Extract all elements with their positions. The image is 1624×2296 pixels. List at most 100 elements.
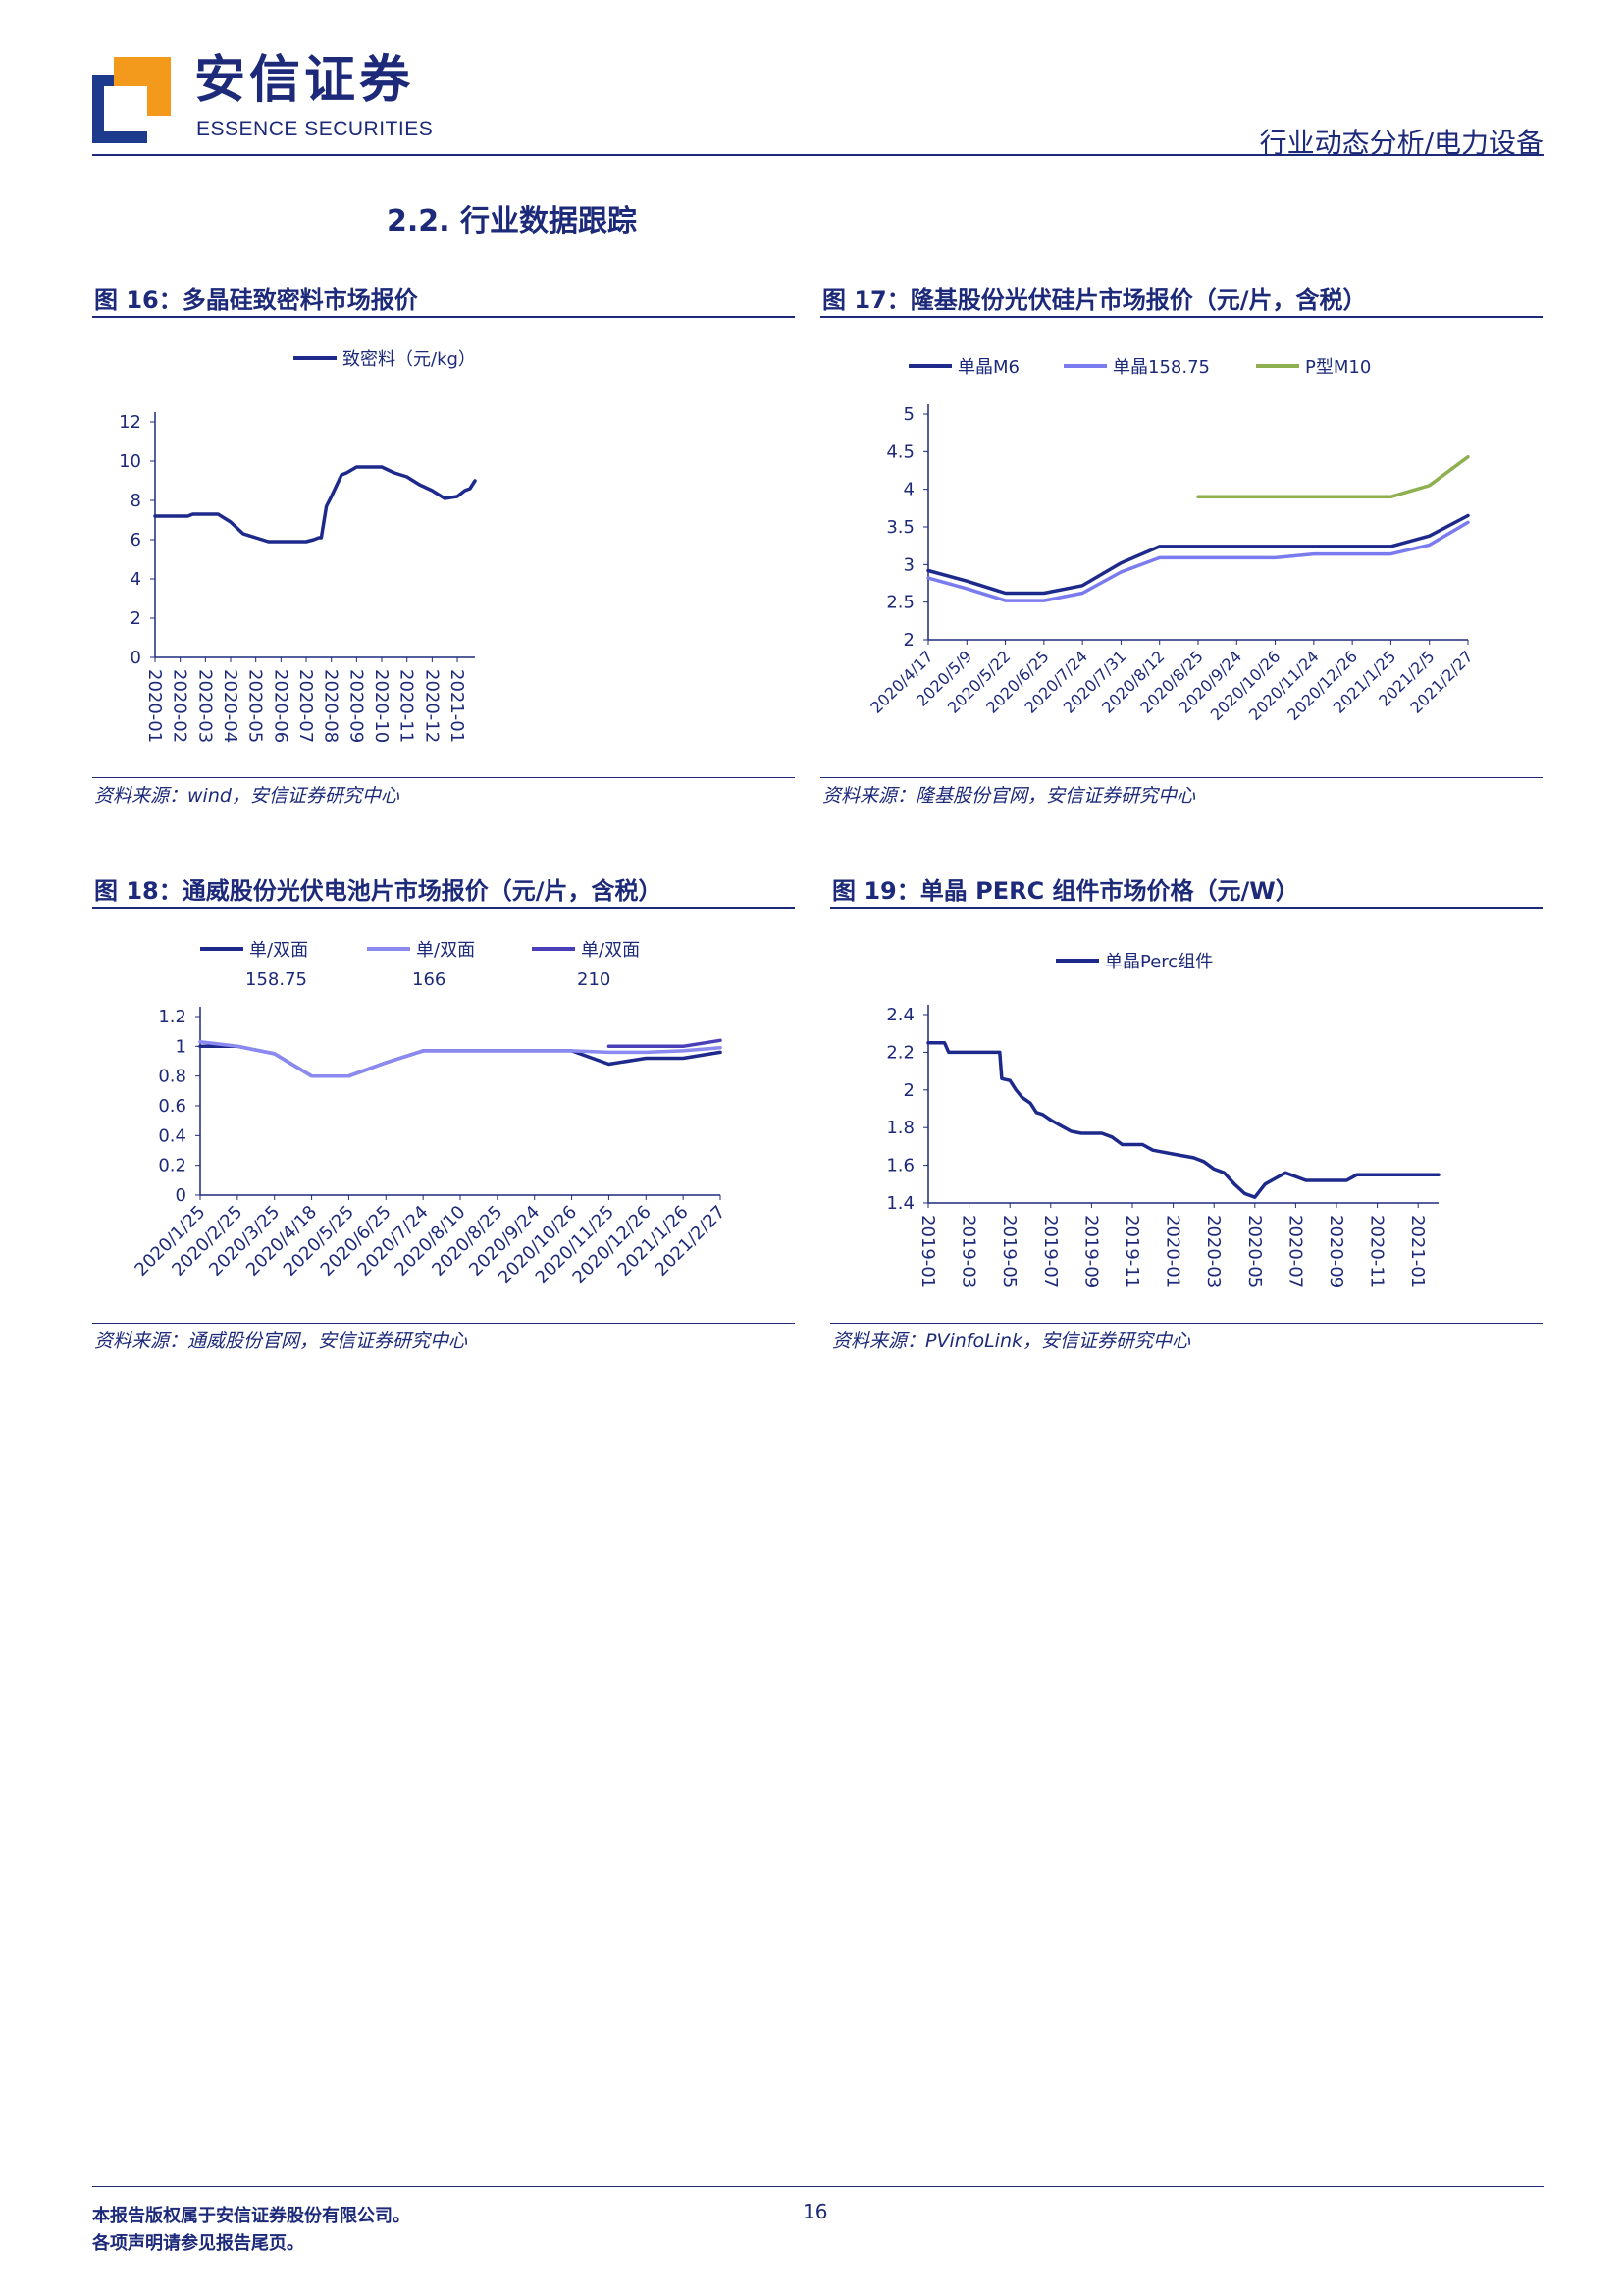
x-tick-label: 2021-01 xyxy=(1407,1215,1428,1288)
y-tick-label: 2 xyxy=(904,630,915,651)
x-tick-label: 2020-12 xyxy=(421,669,442,743)
x-tick-label: 2020-03 xyxy=(194,669,215,743)
series-line xyxy=(926,1041,1441,1199)
figure-19-source: 资料来源：PVinfoLink，安信证券研究中心 xyxy=(832,1331,1190,1352)
series-line xyxy=(198,1040,722,1078)
logo-icon xyxy=(92,57,171,143)
legend-label: 致密料（元/kg） xyxy=(342,349,476,370)
x-tick-label: 2020-09 xyxy=(1326,1215,1346,1288)
x-tick-label: 2020-10 xyxy=(371,669,392,743)
x-tick-label: 2020-05 xyxy=(245,669,266,743)
x-tick-label: 2019-09 xyxy=(1080,1215,1101,1288)
legend-label: 158.75 xyxy=(245,969,307,990)
y-tick-label: 0.4 xyxy=(158,1125,186,1146)
legend-label: 单晶Perc组件 xyxy=(1105,952,1213,972)
figure-19-divider xyxy=(830,907,1543,909)
chart-module-price: 1.4 1.6 1.8 2 2.2 2.4 2019-01 2019-03 2019-05 201… xyxy=(886,952,1441,1288)
legend-label: 单晶M6 xyxy=(958,357,1020,378)
series-line xyxy=(606,1038,722,1049)
y-tick-label: 6 xyxy=(131,530,141,550)
figure-17-source: 资料来源：隆基股份官网，安信证券研究中心 xyxy=(822,785,1196,807)
y-tick-label: 2.4 xyxy=(886,1005,915,1025)
x-tick-label: 2020-08 xyxy=(321,669,341,743)
y-tick-label: 4.5 xyxy=(886,442,915,462)
footer-copyright: 本报告版权属于安信证券股份有限公司。 xyxy=(92,2206,410,2226)
footer-disclaimer: 各项声明请参见报告尾页。 xyxy=(92,2233,304,2254)
chart-wafer-price: 22.533.544.552020/4/172020/5/92020/5/222… xyxy=(866,357,1476,724)
x-tick-label: 2020-11 xyxy=(396,669,417,743)
y-tick-label: 10 xyxy=(119,451,141,472)
x-tick-label: 2020-01 xyxy=(1163,1215,1183,1288)
figure-16-divider xyxy=(92,316,795,318)
figure-16-bottom-rule xyxy=(92,777,795,778)
y-tick-label: 2 xyxy=(904,1080,915,1101)
x-tick-label: 2020-07 xyxy=(1284,1215,1305,1288)
y-tick-label: 4 xyxy=(131,569,141,590)
y-tick-label: 5 xyxy=(904,404,915,425)
figure-19-bottom-rule xyxy=(830,1323,1543,1324)
legend-label: 166 xyxy=(412,969,445,990)
chart-cell-price: 00.20.40.60.811.22020/1/252020/2/252020/… xyxy=(131,940,729,1288)
y-tick-label: 0.2 xyxy=(158,1156,186,1176)
y-tick-label: 1.6 xyxy=(886,1156,915,1176)
x-tick-label: 2019-07 xyxy=(1040,1215,1061,1288)
x-tick-label: 2020-01 xyxy=(144,669,165,743)
legend-label: 单/双面 xyxy=(581,940,640,961)
figure-18-divider xyxy=(92,907,795,909)
series-line xyxy=(926,513,1470,596)
x-tick-label: 2020-11 xyxy=(1367,1215,1388,1288)
x-tick-label: 2020-02 xyxy=(170,669,190,743)
figure-16-title: 图 16：多晶硅致密料市场报价 xyxy=(94,287,418,314)
y-tick-label: 3.5 xyxy=(886,517,915,538)
series-line xyxy=(153,465,477,544)
y-tick-label: 1.4 xyxy=(886,1193,915,1214)
y-tick-label: 4 xyxy=(904,480,915,500)
figure-18-title: 图 18：通威股份光伏电池片市场报价（元/片，含税） xyxy=(94,877,662,905)
report-type: 行业动态分析/电力设备 xyxy=(1259,127,1544,159)
legend-label: 单晶158.75 xyxy=(1113,357,1210,378)
page-number: 16 xyxy=(803,2200,828,2223)
logo-chinese-name: 安信证券 xyxy=(194,51,415,110)
section-title: 2.2. 行业数据跟踪 xyxy=(387,204,637,238)
x-tick-label: 2020-05 xyxy=(1244,1215,1265,1288)
legend-label: 单/双面 xyxy=(416,940,475,961)
y-tick-label: 12 xyxy=(119,412,141,433)
y-tick-label: 0.6 xyxy=(158,1096,186,1117)
y-tick-label: 0 xyxy=(131,648,141,668)
x-tick-label: 2019-03 xyxy=(959,1215,979,1288)
y-tick-label: 2.5 xyxy=(886,593,915,613)
header-divider xyxy=(92,154,1544,156)
series-line xyxy=(1196,454,1470,499)
figure-18-source: 资料来源：通威股份官网，安信证券研究中心 xyxy=(94,1331,468,1352)
x-tick-label: 2020-06 xyxy=(270,669,290,743)
figure-16-source: 资料来源：wind，安信证券研究中心 xyxy=(94,785,399,807)
figure-17-title: 图 17：隆基股份光伏硅片市场报价（元/片，含税） xyxy=(822,287,1367,314)
footer-divider xyxy=(92,2186,1544,2187)
y-tick-label: 0.8 xyxy=(158,1067,186,1087)
y-tick-label: 1.8 xyxy=(886,1118,915,1138)
legend-label: 单/双面 xyxy=(249,940,308,961)
y-tick-label: 2 xyxy=(131,608,141,629)
legend-label: P型M10 xyxy=(1305,357,1371,378)
x-tick-label: 2020-07 xyxy=(295,669,316,743)
y-tick-label: 1 xyxy=(176,1036,186,1057)
series-line xyxy=(926,520,1470,602)
x-tick-label: 2020-03 xyxy=(1203,1215,1224,1288)
x-tick-label: 2020-04 xyxy=(220,669,240,743)
legend-label: 210 xyxy=(577,969,610,990)
figure-19-title: 图 19：单晶 PERC 组件市场价格（元/W） xyxy=(832,877,1299,905)
y-tick-label: 1.2 xyxy=(158,1007,186,1027)
x-tick-label: 2019-11 xyxy=(1122,1215,1142,1288)
x-tick-label: 2019-05 xyxy=(999,1215,1020,1288)
x-tick-label: 2019-01 xyxy=(917,1215,938,1288)
y-tick-label: 3 xyxy=(904,554,915,575)
figure-17-divider xyxy=(820,316,1543,318)
x-tick-label: 2021-01 xyxy=(446,669,467,743)
figure-18-bottom-rule xyxy=(92,1323,795,1324)
logo-english-name: ESSENCE SECURITIES xyxy=(196,118,434,140)
y-tick-label: 2.2 xyxy=(886,1042,915,1063)
y-tick-label: 0 xyxy=(176,1185,186,1206)
y-tick-label: 8 xyxy=(131,491,141,511)
figure-17-bottom-rule xyxy=(820,777,1543,778)
